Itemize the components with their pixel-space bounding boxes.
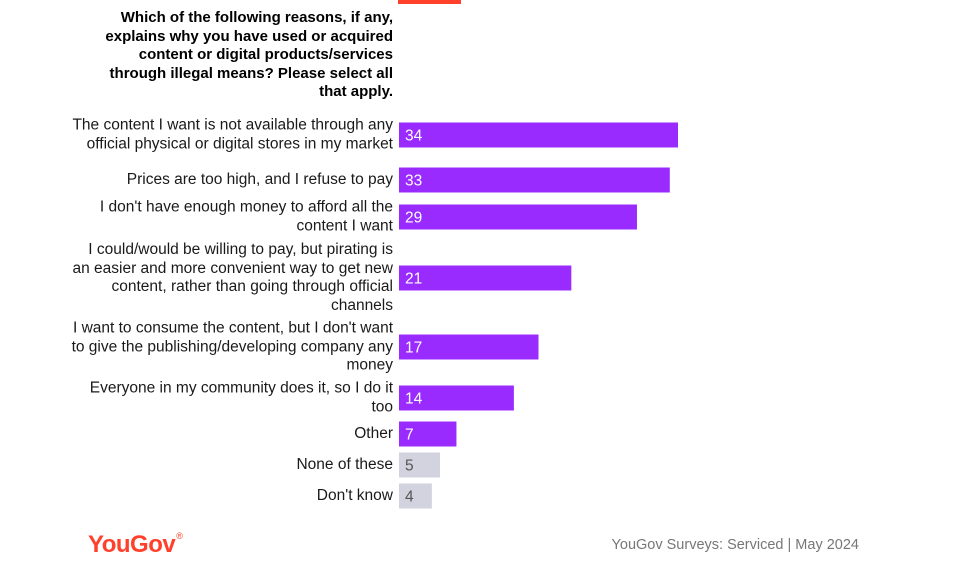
- category-label: Prices are too high, and I refuse to pay: [126, 170, 393, 188]
- bar: [399, 122, 678, 148]
- data-label: 34: [405, 128, 423, 145]
- bar: [399, 421, 457, 447]
- data-label: 29: [405, 210, 422, 227]
- category-label: None of these: [296, 455, 393, 473]
- data-label: 33: [405, 173, 422, 190]
- chart-question: Which of the following reasons, if any, …: [105, 9, 393, 100]
- accent-bar: [398, 0, 461, 4]
- data-label: 17: [405, 340, 422, 357]
- data-label: 7: [405, 427, 414, 444]
- bar: [399, 204, 637, 230]
- category-label: I could/would be willing to pay, but pir…: [72, 241, 393, 314]
- bar: [399, 483, 432, 509]
- bar: [399, 334, 539, 360]
- bar: [399, 265, 572, 291]
- data-label: 5: [405, 458, 414, 475]
- data-label: 14: [405, 391, 423, 408]
- data-label: 4: [405, 489, 414, 506]
- logo-text: YouGov: [88, 531, 176, 558]
- bar: [399, 167, 670, 193]
- category-label: Don't know: [316, 486, 393, 504]
- bar: [399, 385, 514, 411]
- category-label: I want to consume the content, but I don…: [71, 319, 393, 374]
- source-note: YouGov Surveys: Serviced | May 2024: [611, 537, 859, 553]
- category-label: Other: [354, 424, 393, 442]
- category-label: Everyone in my community does it, so I d…: [89, 379, 393, 416]
- category-label: I don't have enough money to afford all …: [99, 198, 393, 235]
- category-label: The content I want is not available thro…: [72, 116, 393, 153]
- bar: [399, 452, 441, 478]
- data-label: 21: [405, 271, 422, 288]
- logo-mark: ®: [176, 531, 183, 541]
- yougov-logo: YouGov®: [88, 531, 183, 559]
